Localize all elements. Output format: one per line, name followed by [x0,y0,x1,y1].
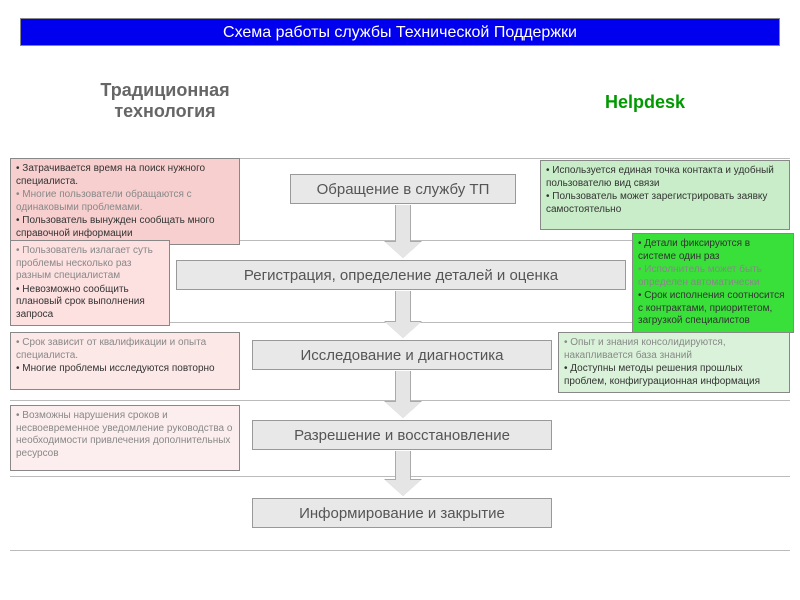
note-item: Срок исполнения соотносится с контрактам… [638,290,788,328]
note-item: Затрачивается время на поиск нужного спе… [16,163,234,188]
arrow-head-icon [385,242,421,258]
note-right-2: Опыт и знания консолидируются, накаплива… [558,332,790,393]
stage-box-2: Исследование и диагностика [252,340,552,370]
page-title: Схема работы службы Технической Поддержк… [20,18,780,46]
arrow-head-icon [385,322,421,338]
arrow-head-icon [385,480,421,496]
col-left-line1: Традиционная [80,80,250,101]
col-left-line2: технология [80,101,250,122]
note-item: Пользователь вынужден сообщать много спр… [16,215,234,240]
column-header-traditional: Традиционная технология [80,80,250,122]
note-item: Срок зависит от квалификации и опыта спе… [16,337,234,362]
stage-box-1: Регистрация, определение деталей и оценк… [176,260,626,290]
note-item: Возможны нарушения сроков и несвоевремен… [16,410,234,460]
arrow-down-icon [395,451,411,480]
note-left-1: Пользователь излагает суть проблемы неск… [10,240,170,326]
divider [10,550,790,551]
note-item: Используется единая точка контакта и удо… [546,165,784,190]
note-item: Невозможно сообщить плановый срок выполн… [16,284,164,322]
note-item: Опыт и знания консолидируются, накаплива… [564,337,784,362]
note-item: Доступны методы решения прошлых проблем,… [564,363,784,388]
note-left-3: Возможны нарушения сроков и несвоевремен… [10,405,240,471]
note-right-1: Детали фиксируются в системе один разИсп… [632,233,794,333]
note-item: Пользователь может зарегистрировать заяв… [546,191,784,216]
note-item: Детали фиксируются в системе один раз [638,238,788,263]
arrow-down-icon [395,291,411,322]
note-item: Многие пользователи обращаются с одинако… [16,189,234,214]
arrow-down-icon [395,371,411,402]
note-item: Многие проблемы исследуются повторно [16,363,234,376]
stage-box-4: Информирование и закрытие [252,498,552,528]
arrow-down-icon [395,205,411,242]
note-right-0: Используется единая точка контакта и удо… [540,160,790,230]
note-item: Исполнитель может быть определен автомат… [638,264,788,289]
stage-box-0: Обращение в службу ТП [290,174,516,204]
note-left-2: Срок зависит от квалификации и опыта спе… [10,332,240,390]
note-left-0: Затрачивается время на поиск нужного спе… [10,158,240,245]
stage-box-3: Разрешение и восстановление [252,420,552,450]
arrow-head-icon [385,402,421,418]
column-header-helpdesk: Helpdesk [560,92,730,113]
note-item: Пользователь излагает суть проблемы неск… [16,245,164,283]
